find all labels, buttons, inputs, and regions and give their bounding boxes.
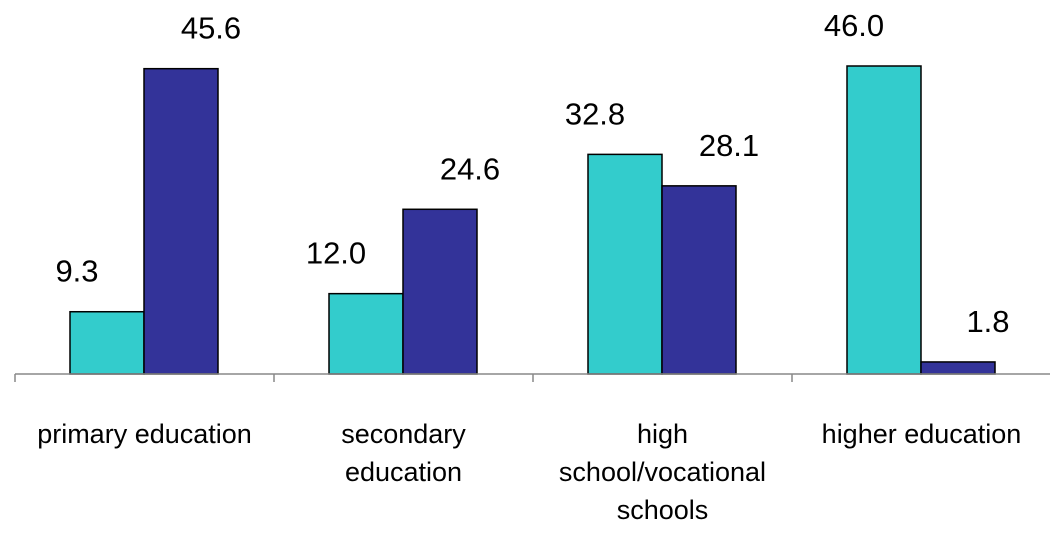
bar-series2-cat2 <box>402 208 478 375</box>
x-axis <box>14 373 1050 382</box>
value-label-series1-cat1: 9.3 <box>55 254 98 289</box>
bar-series1-cat1 <box>69 310 145 375</box>
category-label-1: primary education <box>37 419 252 449</box>
bar-series1-cat2 <box>328 292 404 375</box>
category-label-4: higher education <box>822 419 1022 449</box>
value-label-series1-cat2: 12.0 <box>306 236 366 271</box>
value-label-series1-cat3: 32.8 <box>565 96 625 131</box>
value-label-series2-cat2: 24.6 <box>440 151 500 186</box>
value-label-series2-cat4: 1.8 <box>966 304 1009 339</box>
category-label-3: high school/vocational schools <box>559 419 766 525</box>
category-labels-layer: primary education secondary education high s… <box>37 419 1021 525</box>
bar-series1-cat4 <box>846 65 922 375</box>
bar-series2-cat1 <box>143 67 219 375</box>
bars-layer <box>69 65 996 375</box>
value-label-series1-cat4: 46.0 <box>824 8 884 43</box>
value-label-series2-cat3: 28.1 <box>699 128 759 163</box>
value-label-series2-cat1: 45.6 <box>181 11 241 46</box>
category-label-2: secondary education <box>341 419 466 487</box>
bar-series1-cat3 <box>587 153 663 375</box>
bar-series2-cat4 <box>920 361 996 375</box>
value-labels-layer: 9.3 12.0 32.8 46.0 45.6 24.6 28.1 1.8 <box>55 8 1009 339</box>
bar-series2-cat3 <box>661 185 737 375</box>
